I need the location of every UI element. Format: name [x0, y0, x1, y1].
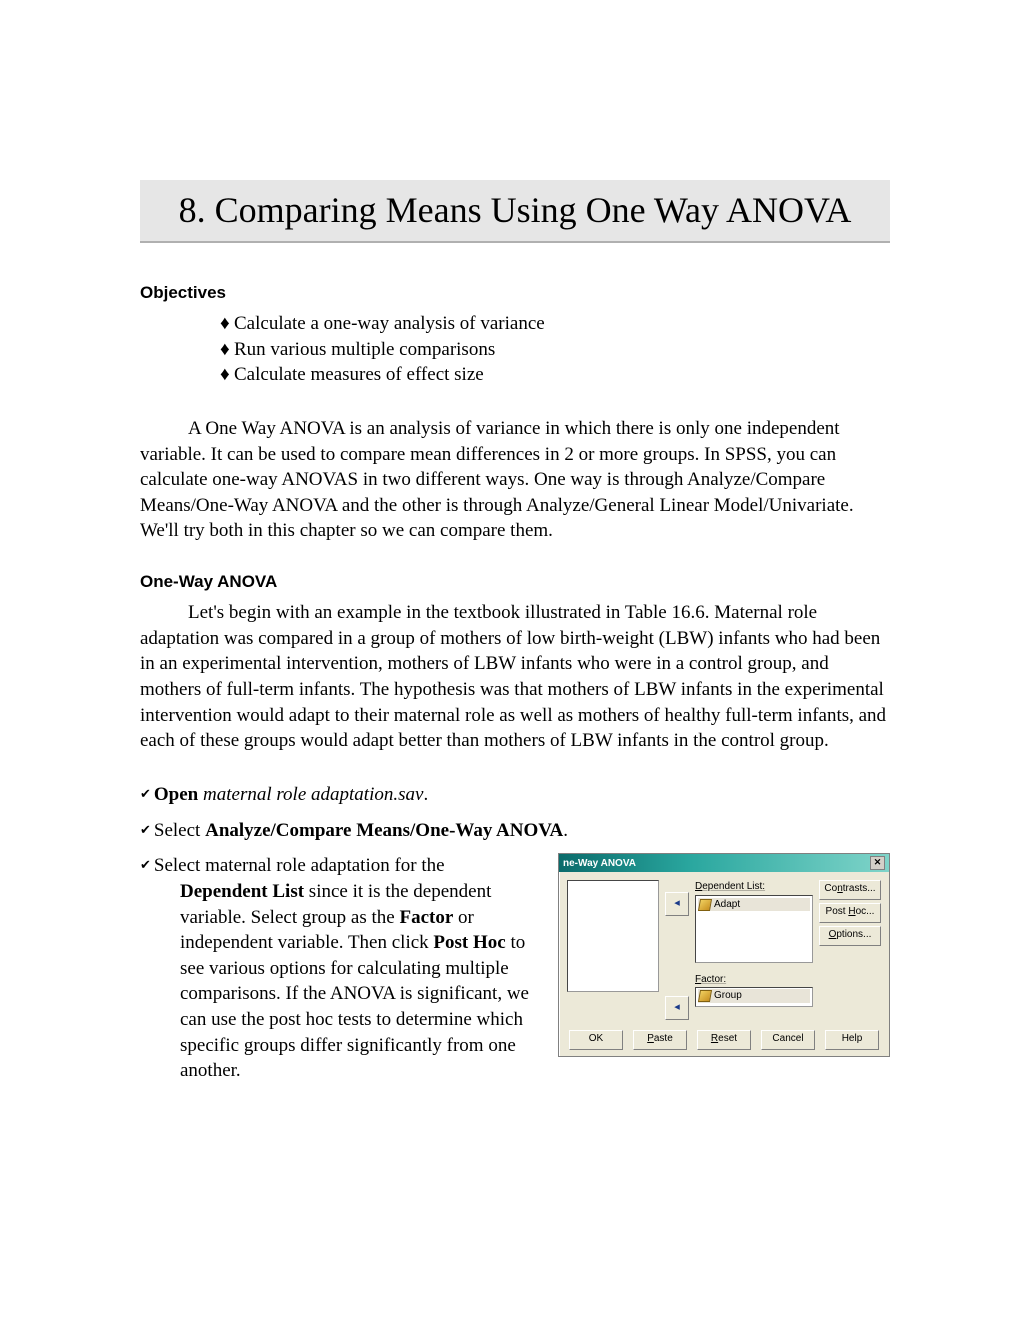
dependent-list[interactable]: Adapt — [695, 895, 813, 963]
dialog-buttons: OK Paste Reset Cancel Help — [567, 1030, 881, 1050]
step-dependent-list: ✔Select maternal role adaptation for the… — [140, 853, 540, 1084]
objective-text: Run various multiple comparisons — [234, 339, 495, 360]
cancel-button[interactable]: Cancel — [761, 1030, 815, 1050]
move-to-dependent-button[interactable]: ◂ — [665, 892, 689, 916]
objective-item: ♦Calculate a one-way analysis of varianc… — [220, 311, 890, 337]
step-select: ✔Select Analyze/Compare Means/One-Way AN… — [140, 818, 890, 844]
move-to-factor-button[interactable]: ◂ — [665, 996, 689, 1020]
objective-item: ♦Calculate measures of effect size — [220, 362, 890, 388]
step-text: Select — [154, 820, 205, 841]
check-icon: ✔ — [140, 786, 154, 801]
diamond-icon: ♦ — [220, 362, 234, 388]
anova-dialog: ne-Way ANOVA ✕ ◂ ◂ Dependent List: — [558, 853, 890, 1057]
options-button[interactable]: Options... — [819, 926, 881, 946]
diamond-icon: ♦ — [220, 337, 234, 363]
posthoc-button[interactable]: Post Hoc... — [819, 903, 881, 923]
scale-icon — [698, 990, 712, 1002]
contrasts-button[interactable]: Contrasts... — [819, 880, 881, 900]
step-text: . — [423, 784, 428, 805]
diamond-icon: ♦ — [220, 311, 234, 337]
objective-item: ♦Run various multiple comparisons — [220, 337, 890, 363]
intro-paragraph: A One Way ANOVA is an analysis of varian… — [140, 416, 890, 544]
reset-button[interactable]: Reset — [697, 1030, 751, 1050]
step-text-bold: Post Hoc — [433, 932, 505, 953]
section-heading: One-Way ANOVA — [140, 572, 890, 592]
source-list[interactable] — [567, 880, 659, 992]
dependent-item-label: Adapt — [714, 898, 740, 912]
dialog-titlebar: ne-Way ANOVA ✕ — [559, 854, 889, 872]
section-paragraph: Let's begin with an example in the textb… — [140, 600, 890, 754]
dialog-body: ◂ ◂ Dependent List: Adapt Facto — [559, 872, 889, 1056]
step-text: Select maternal role adaptation for the — [154, 855, 445, 876]
step-with-dialog: ✔Select maternal role adaptation for the… — [140, 853, 890, 1084]
dialog-title: ne-Way ANOVA — [563, 857, 636, 871]
objectives-list: ♦Calculate a one-way analysis of varianc… — [140, 311, 890, 388]
objectives-heading: Objectives — [140, 283, 890, 303]
close-icon[interactable]: ✕ — [870, 856, 885, 870]
chapter-title: 8. Comparing Means Using One Way ANOVA — [150, 188, 880, 233]
check-icon: ✔ — [140, 857, 154, 872]
step-open: ✔Open maternal role adaptation.sav. — [140, 782, 890, 808]
dependent-item[interactable]: Adapt — [698, 898, 810, 912]
objective-text: Calculate measures of effect size — [234, 364, 484, 385]
factor-item[interactable]: Group — [698, 989, 810, 1003]
step-text: . — [563, 820, 568, 841]
step-text-bold: Analyze/Compare Means/One-Way ANOVA — [205, 820, 563, 841]
step-text: to see various options for calculating m… — [180, 932, 529, 1081]
scale-icon — [698, 899, 712, 911]
dependent-list-label: Dependent List: — [695, 880, 813, 894]
objective-text: Calculate a one-way analysis of variance — [234, 313, 545, 334]
step-text-bold: Dependent List — [180, 881, 304, 902]
factor-item-label: Group — [714, 989, 742, 1003]
steps-block: ✔Open maternal role adaptation.sav. ✔Sel… — [140, 782, 890, 1084]
step-text-italic: maternal role adaptation.sav — [198, 784, 423, 805]
step-text-bold: Open — [154, 784, 198, 805]
factor-field[interactable]: Group — [695, 987, 813, 1007]
help-button[interactable]: Help — [825, 1030, 879, 1050]
ok-button[interactable]: OK — [569, 1030, 623, 1050]
step-text-bold: Factor — [399, 907, 453, 928]
chapter-title-box: 8. Comparing Means Using One Way ANOVA — [140, 180, 890, 243]
check-icon: ✔ — [140, 822, 154, 837]
paste-button[interactable]: Paste — [633, 1030, 687, 1050]
factor-label: Factor: — [695, 973, 813, 987]
